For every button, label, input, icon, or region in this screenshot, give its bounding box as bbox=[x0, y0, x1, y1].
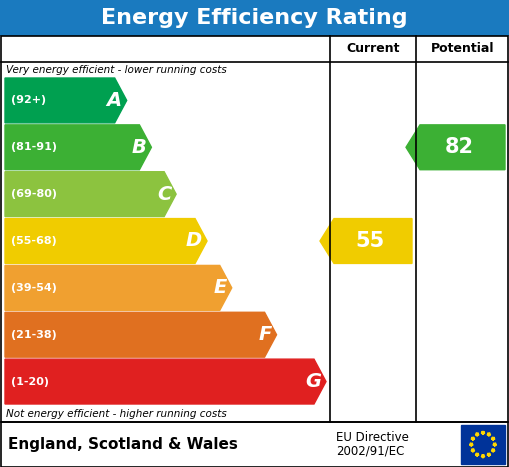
Polygon shape bbox=[491, 437, 495, 441]
Bar bbox=[0, 0, 509, 36]
Polygon shape bbox=[5, 312, 276, 357]
Polygon shape bbox=[491, 449, 495, 453]
Text: (69-80): (69-80) bbox=[11, 189, 57, 199]
Text: Very energy efficient - lower running costs: Very energy efficient - lower running co… bbox=[6, 65, 227, 75]
Text: England, Scotland & Wales: England, Scotland & Wales bbox=[8, 437, 238, 452]
Polygon shape bbox=[5, 78, 127, 123]
Text: 55: 55 bbox=[355, 231, 385, 251]
Text: Potential: Potential bbox=[431, 42, 494, 56]
Text: (92+): (92+) bbox=[11, 95, 46, 106]
Polygon shape bbox=[320, 219, 412, 263]
Polygon shape bbox=[5, 359, 326, 404]
Text: B: B bbox=[131, 138, 147, 157]
Polygon shape bbox=[5, 172, 176, 217]
Polygon shape bbox=[406, 125, 505, 170]
Bar bbox=[461, 425, 505, 464]
Polygon shape bbox=[471, 449, 475, 453]
Text: 2002/91/EC: 2002/91/EC bbox=[336, 445, 404, 458]
Text: A: A bbox=[106, 91, 122, 110]
Bar bbox=[1, 422, 508, 467]
Text: E: E bbox=[213, 278, 227, 297]
Bar bbox=[1, 36, 508, 422]
Text: (39-54): (39-54) bbox=[11, 283, 57, 293]
Polygon shape bbox=[5, 125, 151, 170]
Text: Current: Current bbox=[346, 42, 400, 56]
Polygon shape bbox=[475, 453, 479, 457]
Polygon shape bbox=[469, 443, 473, 446]
Polygon shape bbox=[5, 265, 232, 310]
Polygon shape bbox=[471, 437, 475, 441]
Polygon shape bbox=[481, 431, 485, 435]
Text: (55-68): (55-68) bbox=[11, 236, 56, 246]
Text: D: D bbox=[186, 232, 202, 250]
Polygon shape bbox=[487, 433, 491, 436]
Polygon shape bbox=[493, 443, 497, 446]
Text: G: G bbox=[305, 372, 321, 391]
Text: C: C bbox=[157, 184, 171, 204]
Text: 82: 82 bbox=[445, 137, 474, 157]
Text: F: F bbox=[258, 325, 272, 344]
Polygon shape bbox=[487, 453, 491, 457]
Text: (1-20): (1-20) bbox=[11, 376, 49, 387]
Text: EU Directive: EU Directive bbox=[336, 431, 409, 444]
Text: Not energy efficient - higher running costs: Not energy efficient - higher running co… bbox=[6, 409, 227, 419]
Text: Energy Efficiency Rating: Energy Efficiency Rating bbox=[101, 8, 408, 28]
Text: (21-38): (21-38) bbox=[11, 330, 56, 340]
Polygon shape bbox=[475, 433, 479, 436]
Text: (81-91): (81-91) bbox=[11, 142, 57, 152]
Polygon shape bbox=[5, 219, 207, 263]
Polygon shape bbox=[481, 454, 485, 458]
